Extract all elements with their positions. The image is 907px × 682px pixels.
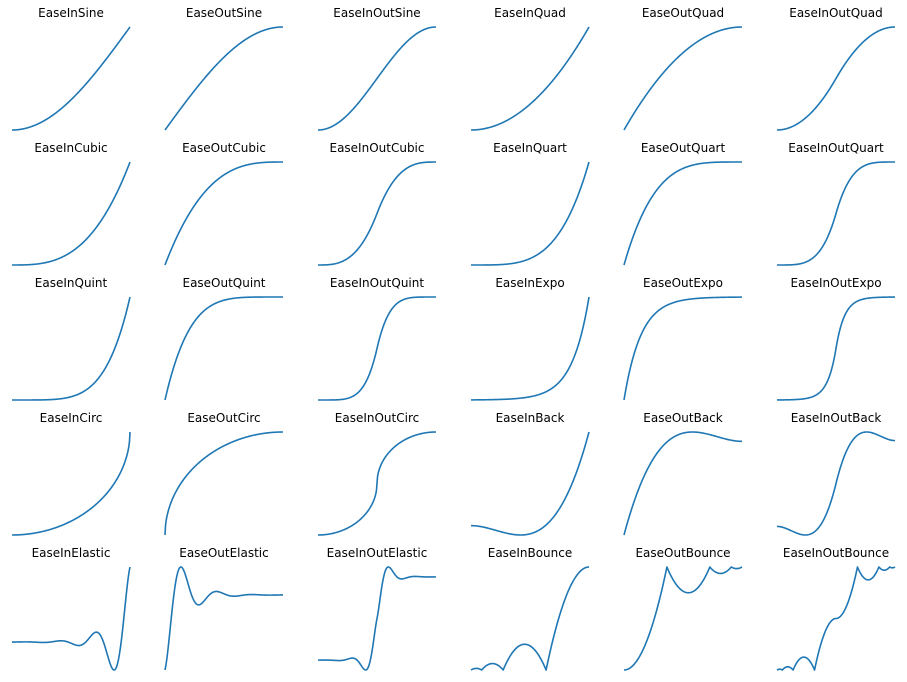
- panel-easeInOutQuad: EaseInOutQuad: [777, 6, 895, 130]
- panel-title: EaseInElastic: [32, 546, 111, 560]
- curve-easeInOutQuint: [318, 297, 436, 400]
- panel-easeOutQuad: EaseOutQuad: [624, 6, 742, 130]
- panel-easeInBounce: EaseInBounce: [471, 546, 589, 670]
- panel-easeOutBounce: EaseOutBounce: [624, 546, 742, 670]
- curve-easeOutQuint: [165, 297, 283, 400]
- panel-easeInSine: EaseInSine: [12, 6, 130, 130]
- curve-easeOutCubic: [165, 162, 283, 265]
- curve-easeInCubic: [12, 162, 130, 265]
- panel-title: EaseInOutQuint: [330, 276, 424, 290]
- panel-title: EaseInBounce: [488, 546, 572, 560]
- curve-easeInOutBounce: [777, 567, 895, 670]
- panel-easeInOutBounce: EaseInOutBounce: [777, 546, 895, 670]
- panel-title: EaseOutQuad: [642, 6, 724, 20]
- panel-easeOutQuart: EaseOutQuart: [624, 141, 742, 265]
- panel-easeInExpo: EaseInExpo: [471, 276, 589, 400]
- panel-title: EaseInQuint: [35, 276, 108, 290]
- panel-easeInOutQuart: EaseInOutQuart: [777, 141, 895, 265]
- panel-title: EaseInOutQuad: [789, 6, 883, 20]
- panel-title: EaseOutQuart: [641, 141, 726, 155]
- panel-easeInOutElastic: EaseInOutElastic: [318, 546, 436, 670]
- curve-easeOutQuad: [624, 27, 742, 130]
- panel-easeInOutExpo: EaseInOutExpo: [777, 276, 895, 400]
- panel-title: EaseInSine: [38, 6, 104, 20]
- curve-easeInOutExpo: [777, 297, 895, 400]
- panel-title: EaseOutQuint: [182, 276, 265, 290]
- panel-easeOutBack: EaseOutBack: [624, 411, 742, 535]
- panel-title: EaseInExpo: [495, 276, 564, 290]
- curve-easeInOutCubic: [318, 162, 436, 265]
- panel-easeOutQuint: EaseOutQuint: [165, 276, 283, 400]
- panel-easeInCirc: EaseInCirc: [12, 411, 130, 535]
- panel-easeInBack: EaseInBack: [471, 411, 589, 535]
- curve-easeInOutElastic: [318, 567, 436, 670]
- curve-easeInOutSine: [318, 27, 436, 130]
- panel-easeInCubic: EaseInCubic: [12, 141, 130, 265]
- panel-title: EaseOutBounce: [635, 546, 730, 560]
- panel-easeInOutSine: EaseInOutSine: [318, 6, 436, 130]
- panel-title: EaseInOutElastic: [327, 546, 428, 560]
- panel-title: EaseInOutExpo: [790, 276, 881, 290]
- panel-easeInQuad: EaseInQuad: [471, 6, 589, 130]
- curve-easeInOutCirc: [318, 432, 436, 535]
- panel-easeInElastic: EaseInElastic: [12, 546, 130, 670]
- panel-easeOutSine: EaseOutSine: [165, 6, 283, 130]
- panel-title: EaseInQuad: [494, 6, 566, 20]
- curve-easeOutSine: [165, 27, 283, 130]
- curve-easeInOutQuart: [777, 162, 895, 265]
- panel-title: EaseInQuart: [493, 141, 567, 155]
- curve-easeOutBounce: [624, 567, 742, 670]
- panel-title: EaseOutCubic: [182, 141, 266, 155]
- panel-easeInOutCirc: EaseInOutCirc: [318, 411, 436, 535]
- curve-easeInOutQuad: [777, 27, 895, 130]
- curve-easeInQuad: [471, 27, 589, 130]
- panel-easeOutElastic: EaseOutElastic: [165, 546, 283, 670]
- curve-easeOutCirc: [165, 432, 283, 535]
- panel-title: EaseInCirc: [40, 411, 103, 425]
- curve-easeOutElastic: [165, 567, 283, 670]
- curve-easeInExpo: [471, 297, 589, 400]
- panel-title: EaseOutBack: [643, 411, 723, 425]
- curve-easeInBounce: [471, 567, 589, 670]
- panel-title: EaseInOutBounce: [783, 546, 889, 560]
- panel-easeOutCirc: EaseOutCirc: [165, 411, 283, 535]
- panel-title: EaseInBack: [496, 411, 565, 425]
- curve-easeInQuart: [471, 162, 589, 265]
- panel-title: EaseInOutCirc: [335, 411, 419, 425]
- curve-easeInQuint: [12, 297, 130, 400]
- panel-easeInOutCubic: EaseInOutCubic: [318, 141, 436, 265]
- panel-easeInOutBack: EaseInOutBack: [777, 411, 895, 535]
- panel-easeOutExpo: EaseOutExpo: [624, 276, 742, 400]
- curve-easeOutQuart: [624, 162, 742, 265]
- curve-easeInElastic: [12, 567, 130, 670]
- curve-easeInSine: [12, 27, 130, 130]
- panel-easeInQuart: EaseInQuart: [471, 141, 589, 265]
- curve-easeInOutBack: [777, 432, 895, 535]
- curve-easeInCirc: [12, 432, 130, 535]
- curve-easeOutBack: [624, 432, 742, 535]
- panel-title: EaseOutExpo: [643, 276, 723, 290]
- curve-easeOutExpo: [624, 297, 742, 400]
- panel-title: EaseOutCirc: [187, 411, 260, 425]
- panel-title: EaseInOutCubic: [329, 141, 424, 155]
- panel-easeInOutQuint: EaseInOutQuint: [318, 276, 436, 400]
- panel-title: EaseInOutQuart: [788, 141, 884, 155]
- curve-easeInBack: [471, 432, 589, 535]
- panel-title: EaseInOutSine: [333, 6, 420, 20]
- panel-title: EaseOutElastic: [179, 546, 268, 560]
- panel-easeInQuint: EaseInQuint: [12, 276, 130, 400]
- panel-title: EaseInCubic: [34, 141, 107, 155]
- panel-easeOutCubic: EaseOutCubic: [165, 141, 283, 265]
- panel-title: EaseInOutBack: [791, 411, 882, 425]
- panel-title: EaseOutSine: [186, 6, 262, 20]
